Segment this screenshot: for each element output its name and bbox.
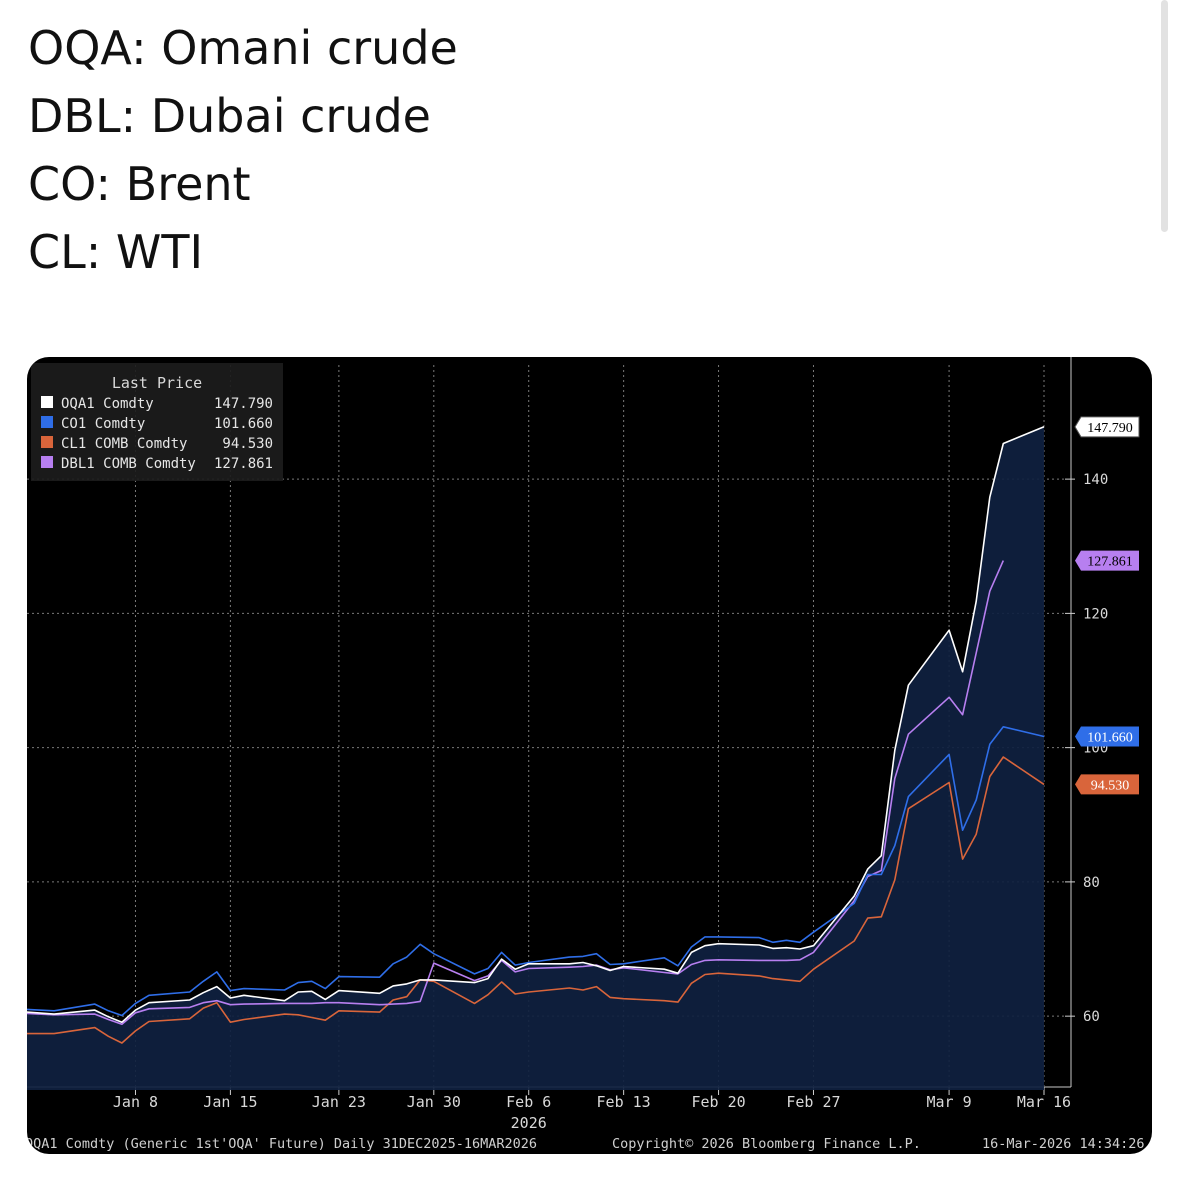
legend-item-cl1: CL1 COMB Comdty 94.530 [41, 436, 273, 452]
legend-series-name: CL1 COMB Comdty [61, 436, 187, 452]
value-tag-label: 147.790 [1087, 421, 1133, 436]
legend-swatch [41, 416, 53, 428]
legend-title: Last Price [112, 374, 202, 392]
x-tick-label: Feb 27 [786, 1093, 840, 1111]
cl1-last-value-tag: 94.530 [1075, 774, 1139, 795]
caption-line-co: CO: Brent [28, 157, 251, 211]
x-tick-label: Feb 13 [597, 1093, 651, 1111]
legend-item-oqa1: OQA1 Comdty 147.790 [41, 396, 273, 412]
legend-swatch [41, 396, 53, 408]
value-tag-bg [1074, 416, 1140, 438]
oqa1-area-fill [27, 426, 1044, 1090]
value-tag-bg [1075, 550, 1139, 571]
oqa1-line [27, 426, 1045, 1023]
footer-timestamp: 16-Mar-2026 14:34:26 [982, 1136, 1145, 1152]
legend-box [31, 363, 283, 481]
x-tick-label: Feb 20 [691, 1093, 745, 1111]
value-tag-bg [1075, 726, 1139, 747]
y-tick-label: 80 [1083, 875, 1100, 891]
x-tick-label: Feb 6 [506, 1093, 551, 1111]
legend-series-value: 147.790 [214, 396, 273, 412]
tweet-caption: OQA: Omani crude DBL: Dubai crude CO: Br… [28, 14, 458, 286]
oqa1-last-value-tag: 147.790 [1074, 416, 1140, 438]
y-tick-label: 60 [1083, 1009, 1100, 1025]
legend-series-value: 101.660 [214, 416, 273, 432]
y-tick-label: 120 [1083, 606, 1108, 622]
dbl1-last-value-tag: 127.861 [1075, 550, 1139, 571]
co1-line [27, 726, 1045, 1017]
x-year-label: 2026 [511, 1114, 547, 1132]
caption-line-cl: CL: WTI [28, 225, 204, 279]
legend-series-name: CO1 Comdty [61, 416, 145, 432]
bloomberg-chart-image[interactable]: 60 80 100 120 140 Jan 8 Jan 15 Jan 23 Jan 30 Feb … [27, 357, 1152, 1154]
co1-last-value-tag: 101.660 [1075, 726, 1139, 747]
x-tick-label: Mar 16 [1017, 1093, 1071, 1111]
legend-series-name: DBL1 COMB Comdty [61, 456, 196, 472]
legend-series-value: 127.861 [214, 456, 273, 472]
footer-description: OQA1 Comdty (Generic 1st'OQA' Future) Da… [27, 1136, 537, 1152]
footer-copyright: Copyright© 2026 Bloomberg Finance L.P. [612, 1136, 921, 1152]
value-tag-label: 94.530 [1091, 778, 1130, 793]
legend-series-name: OQA1 Comdty [61, 396, 154, 412]
legend-series-value: 94.530 [222, 436, 273, 452]
value-tag-label: 101.660 [1087, 730, 1133, 745]
x-tick-label: Jan 8 [113, 1093, 158, 1111]
x-tick-label: Jan 23 [312, 1093, 366, 1111]
legend-item-dbl1: DBL1 COMB Comdty 127.861 [41, 456, 273, 472]
y-tick-label: 140 [1083, 472, 1108, 488]
legend-item-co1: CO1 Comdty 101.660 [41, 416, 273, 432]
value-tag-label: 127.861 [1087, 555, 1133, 570]
x-tick-label: Jan 30 [407, 1093, 461, 1111]
caption-line-oqa: OQA: Omani crude [28, 21, 458, 75]
page-scrollbar[interactable] [1161, 0, 1168, 232]
legend-swatch [41, 436, 53, 448]
x-tick-label: Jan 15 [203, 1093, 257, 1111]
value-tag-bg [1075, 774, 1139, 795]
caption-line-dbl: DBL: Dubai crude [28, 89, 431, 143]
legend-swatch [41, 456, 53, 468]
x-tick-label: Mar 9 [927, 1093, 972, 1111]
chart-legend: Last Price OQA1 Comdty 147.790 CO1 Comdty 10… [31, 363, 283, 481]
cl1-line [27, 756, 1045, 1044]
